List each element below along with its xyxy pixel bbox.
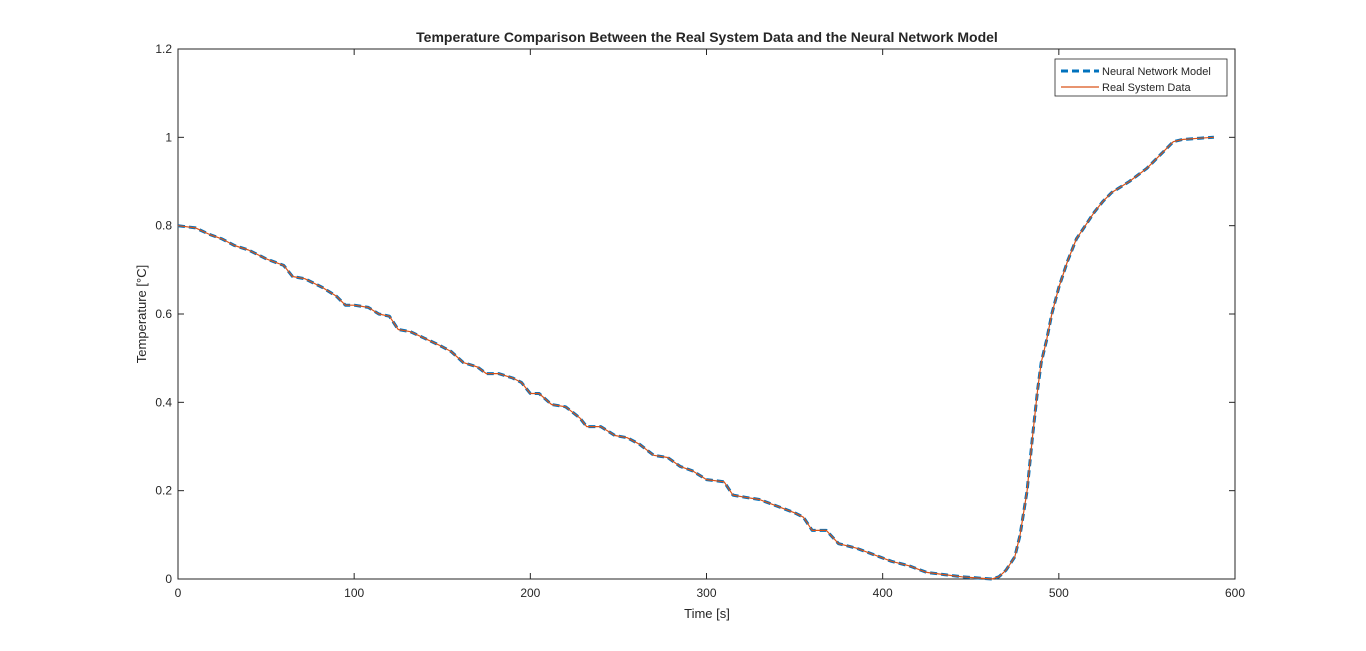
- x-tick-label: 300: [696, 586, 716, 600]
- x-axis-label: Time [s]: [684, 606, 730, 621]
- x-axis: 0 100 200 300 400 500 600: [175, 49, 1245, 600]
- x-tick-label: 100: [344, 586, 364, 600]
- x-tick-label: 500: [1049, 586, 1069, 600]
- y-tick-label: 0.6: [155, 307, 172, 321]
- y-tick-label: 0.8: [155, 219, 172, 233]
- y-tick-label: 0.4: [155, 395, 172, 409]
- series-line-real-system-data: [177, 136, 1214, 580]
- y-tick-label: 0.2: [155, 484, 172, 498]
- x-tick-label: 400: [873, 586, 893, 600]
- series-layer: [177, 135, 1214, 581]
- x-tick-label: 0: [175, 586, 182, 600]
- y-tick-label: 1: [165, 130, 172, 144]
- legend-label-neural-network-model: Neural Network Model: [1102, 66, 1211, 78]
- legend-label-real-system-data: Real System Data: [1102, 82, 1192, 94]
- y-tick-label: 1.2: [155, 42, 172, 56]
- legend-box: [1054, 58, 1228, 97]
- y-axis: 0 0.2 0.4 0.6 0.8 1 1.2: [155, 42, 1235, 586]
- axes-box: [177, 48, 1236, 580]
- legend: Neural Network Model Real System Data: [1054, 58, 1228, 97]
- plot-area: 0 100 200 300 400 500 600 0 0.2 0.4 0.6 0.8 1 1.2: [155, 42, 1245, 600]
- x-tick-label: 600: [1225, 586, 1245, 600]
- chart-title: Temperature Comparison Between the Real …: [416, 29, 998, 45]
- y-axis-label: Temperature [°C]: [134, 265, 149, 363]
- y-tick-label: 0: [165, 572, 172, 586]
- x-tick-label: 200: [520, 586, 540, 600]
